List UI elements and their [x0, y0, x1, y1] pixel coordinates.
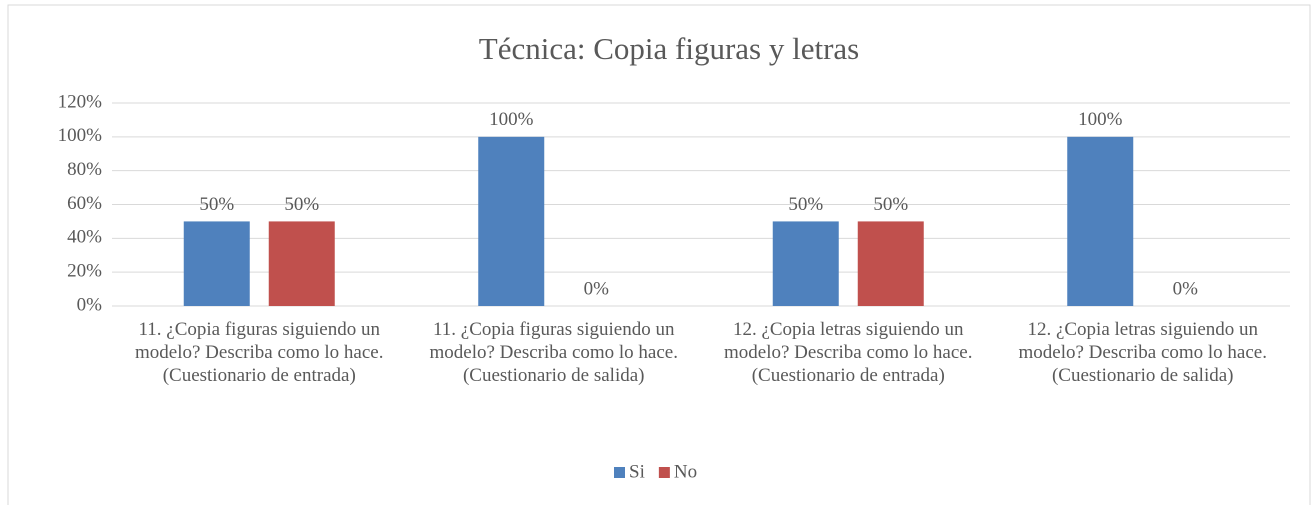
y-tick-label: 120% — [58, 91, 103, 112]
y-tick-label: 60% — [67, 193, 102, 214]
x-tick-label: 12. ¿Copia letras siguiendo un modelo? D… — [724, 319, 978, 386]
legend-label: No — [674, 461, 697, 482]
chart-title: Técnica: Copia figuras y letras — [479, 31, 859, 66]
chart-border — [7, 4, 1311, 505]
data-label: 50% — [284, 194, 319, 215]
bar — [478, 136, 545, 306]
data-label: 50% — [199, 194, 234, 215]
x-tick-label: 11. ¿Copia figuras siguiendo un modelo? … — [429, 319, 683, 386]
y-tick-label: 80% — [67, 159, 102, 180]
bar — [1067, 136, 1134, 306]
x-tick-label: 12. ¿Copia letras siguiendo un modelo? D… — [1018, 319, 1277, 386]
data-label: 100% — [489, 109, 534, 130]
data-label: 0% — [584, 278, 610, 299]
data-label: 100% — [1078, 109, 1123, 130]
data-label: 50% — [788, 194, 823, 215]
legend-label: Si — [629, 461, 645, 482]
y-tick-label: 40% — [67, 227, 102, 248]
legend-swatch — [614, 467, 625, 478]
bar — [857, 221, 924, 306]
bar — [772, 221, 839, 306]
data-label: 50% — [873, 194, 908, 215]
bar — [268, 221, 335, 306]
bar — [183, 221, 250, 306]
legend-swatch — [658, 467, 670, 478]
y-tick-label: 0% — [77, 294, 103, 315]
y-tick-label: 20% — [67, 261, 102, 282]
y-tick-label: 100% — [58, 125, 103, 146]
data-label: 0% — [1173, 278, 1199, 299]
x-tick-label: 11. ¿Copia figuras siguiendo un modelo? … — [135, 319, 389, 386]
